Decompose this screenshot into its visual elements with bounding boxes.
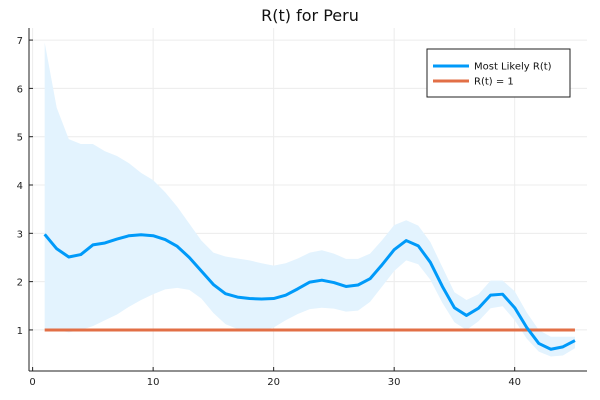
series-lines <box>43 233 576 351</box>
y-tick-label-4: 5 <box>17 133 23 144</box>
y-tick-label-6: 7 <box>17 36 23 47</box>
x-tick-label-1: 10 <box>147 377 160 388</box>
legend: Most Likely R(t) R(t) = 1 <box>426 48 571 98</box>
legend-item-most-likely-label: Most Likely R(t) <box>474 62 552 73</box>
x-tick-label-3: 30 <box>388 377 401 388</box>
legend-box <box>426 48 571 98</box>
most-likely-rt-line <box>43 233 576 351</box>
axes: 0 10 20 30 40 1 2 3 4 5 6 7 <box>17 28 587 388</box>
x-tick-label-0: 0 <box>29 377 35 388</box>
confidence-band-area <box>44 42 575 357</box>
y-tick-label-0: 1 <box>17 326 23 337</box>
chart-title: R(t) for Peru <box>261 6 359 25</box>
y-tick-label-3: 4 <box>17 181 23 192</box>
legend-item-rt-equals-one-label: R(t) = 1 <box>474 77 514 88</box>
confidence-band <box>44 42 575 357</box>
y-tick-label-5: 6 <box>17 84 23 95</box>
y-tick-label-1: 2 <box>17 278 23 289</box>
x-tick-label-4: 40 <box>508 377 521 388</box>
y-tick-label-2: 3 <box>17 229 23 240</box>
x-tick-label-2: 20 <box>267 377 280 388</box>
